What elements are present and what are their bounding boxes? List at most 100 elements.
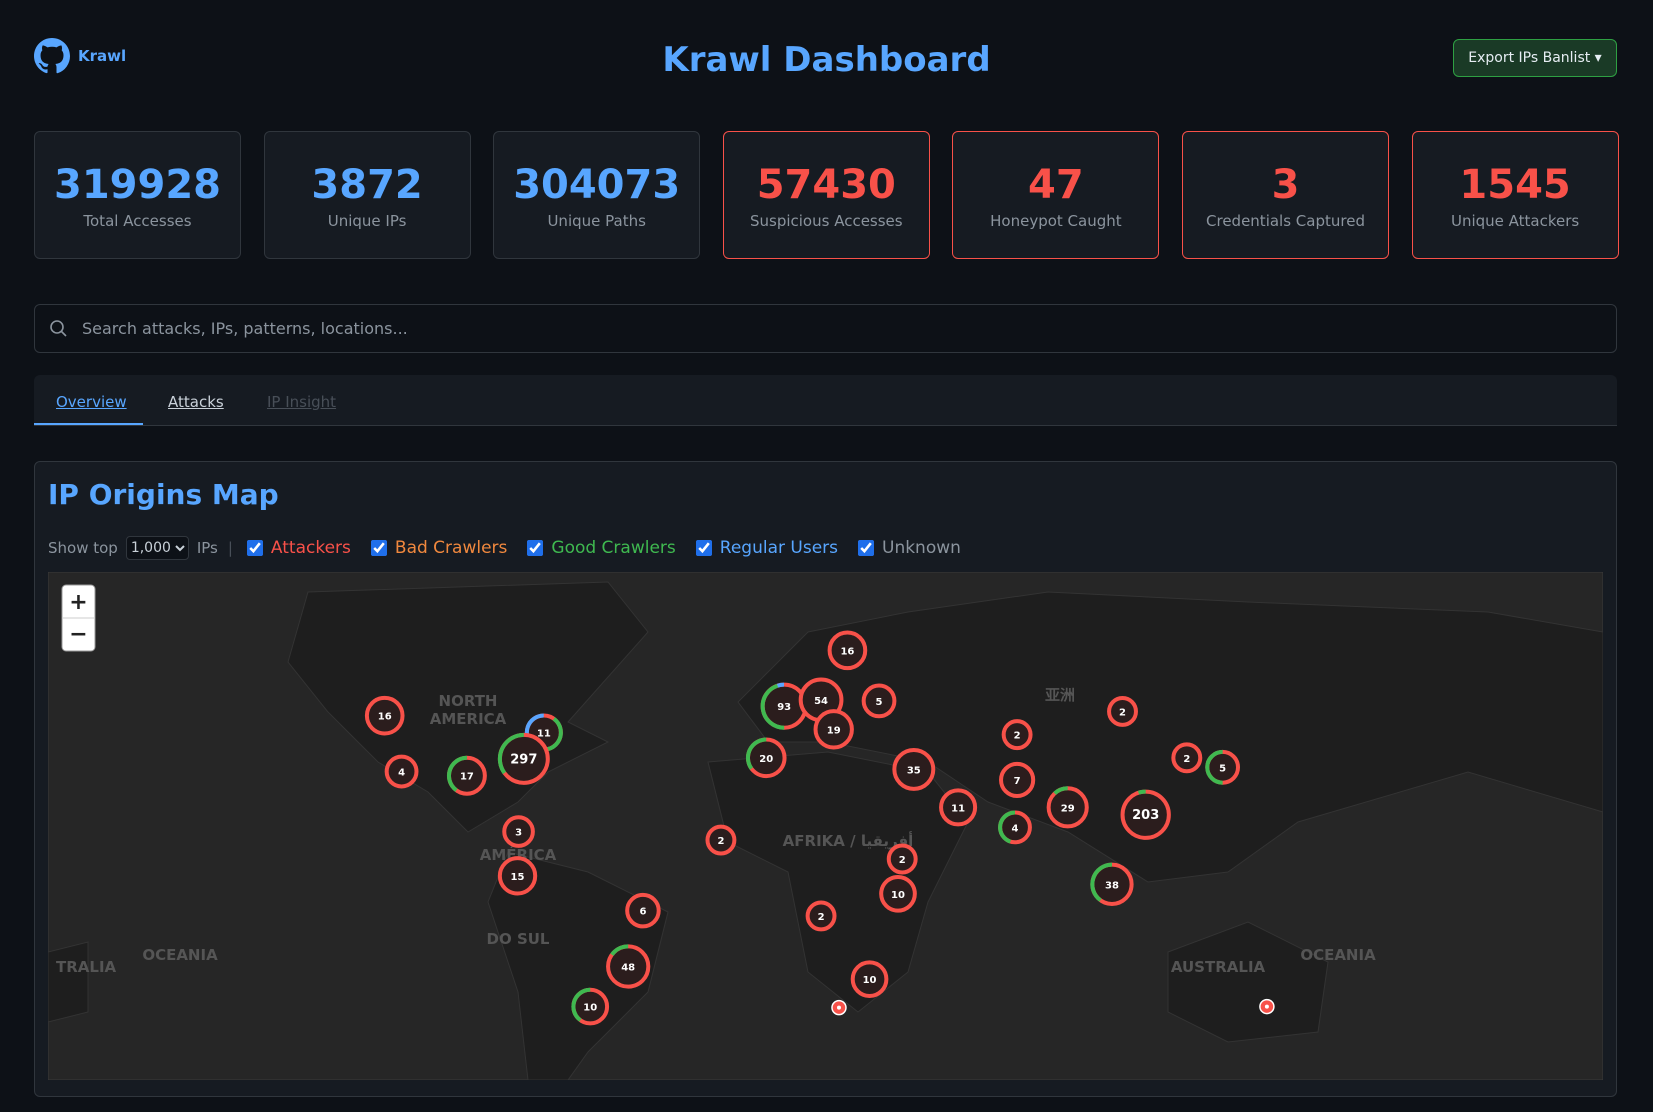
cluster-count: 15 xyxy=(511,872,525,883)
stat-value: 3 xyxy=(1271,162,1300,208)
cluster[interactable]: 3 xyxy=(502,815,535,848)
cluster-ring xyxy=(1001,719,1033,751)
stat-card: 319928 Total Accesses xyxy=(34,131,241,259)
filter[interactable]: Good Crawlers xyxy=(527,538,676,558)
cluster[interactable]: 93 xyxy=(760,682,808,730)
cluster[interactable]: 10 xyxy=(850,960,889,999)
north-america xyxy=(287,581,649,833)
cluster[interactable]: 38 xyxy=(1090,862,1134,906)
cluster-ring xyxy=(502,815,535,848)
cluster-count: 35 xyxy=(907,765,921,776)
cluster[interactable]: 10 xyxy=(879,874,917,913)
cluster-count: 2 xyxy=(1183,754,1190,765)
filter-checkbox[interactable] xyxy=(695,540,712,556)
cluster-count: 10 xyxy=(863,975,877,986)
filter[interactable]: Unknown xyxy=(858,538,961,558)
cluster-ring xyxy=(1171,742,1203,774)
cluster[interactable]: 6 xyxy=(625,892,661,929)
stat-card: 1545 Unique Attackers xyxy=(1411,131,1619,259)
tab[interactable]: Overview xyxy=(56,393,127,411)
map-title: IP Origins Map xyxy=(48,478,279,511)
cluster[interactable]: 48 xyxy=(606,944,651,989)
filter[interactable]: Attackers xyxy=(246,538,351,558)
repo-link[interactable]: Krawl xyxy=(34,38,126,74)
cluster[interactable]: 15 xyxy=(497,856,538,896)
cluster[interactable]: 35 xyxy=(892,747,936,791)
cluster[interactable]: 16 xyxy=(364,695,405,736)
search-box[interactable]: Search attacks, IPs, patterns, locations… xyxy=(34,304,1617,353)
stat-value: 47 xyxy=(1028,162,1084,208)
cluster[interactable]: 17 xyxy=(446,755,487,796)
cluster[interactable]: 2 xyxy=(1001,719,1033,751)
cluster[interactable]: 19 xyxy=(813,709,854,750)
separator: | xyxy=(227,539,233,557)
cluster-ring xyxy=(1107,695,1138,727)
cluster[interactable]: 203 xyxy=(1120,789,1171,840)
filter-checkbox[interactable] xyxy=(858,540,874,556)
zoom-out[interactable]: − xyxy=(69,622,87,647)
filter[interactable]: Regular Users xyxy=(695,538,838,558)
cluster[interactable]: 2 xyxy=(805,900,837,932)
south-america xyxy=(487,851,669,1080)
cluster[interactable]: 20 xyxy=(745,737,787,779)
cluster-count: 54 xyxy=(814,696,828,707)
export-button[interactable]: Export IPs Banlist ▾ xyxy=(1453,39,1617,77)
region-label: AFRIKA / أفريقيا xyxy=(783,831,914,850)
cluster[interactable]: 4 xyxy=(384,754,419,789)
ip-marker-dot xyxy=(1264,1004,1269,1009)
region-label: AMERICA xyxy=(430,710,507,728)
cluster[interactable]: 5 xyxy=(861,683,897,719)
cluster[interactable]: 297 xyxy=(497,732,550,785)
cluster-count: 2 xyxy=(1119,707,1126,718)
filter-checkbox[interactable] xyxy=(370,540,387,556)
cluster-ring-good xyxy=(760,683,785,730)
filter-checkbox[interactable] xyxy=(527,540,544,556)
cluster-ring xyxy=(861,683,897,719)
zoom-control: + − xyxy=(61,584,96,652)
cluster[interactable]: 2 xyxy=(1107,695,1138,727)
tab[interactable]: Attacks xyxy=(168,393,224,411)
cluster[interactable]: 2 xyxy=(886,843,918,875)
stat-card: 57430 Suspicious Accesses xyxy=(722,131,930,259)
stat-value: 57430 xyxy=(756,162,896,208)
cluster-count: 2 xyxy=(717,836,724,847)
cluster-count: 10 xyxy=(891,890,905,901)
search-placeholder: Search attacks, IPs, patterns, locations… xyxy=(82,319,408,338)
tab[interactable]: IP Insight xyxy=(267,393,337,411)
cluster-count: 11 xyxy=(951,803,965,814)
search-icon xyxy=(50,320,67,337)
cluster-count: 2 xyxy=(818,912,825,923)
cluster-count: 5 xyxy=(1219,763,1226,774)
cluster-ring xyxy=(805,900,837,932)
stat-label: Credentials Captured xyxy=(1206,212,1365,230)
cluster[interactable]: 16 xyxy=(827,630,868,671)
cluster[interactable]: 11 xyxy=(939,788,978,827)
top-select[interactable]: 1,000 xyxy=(125,536,189,560)
cluster-ring-good xyxy=(446,755,468,792)
australia-west xyxy=(48,941,89,1023)
cluster[interactable]: 5 xyxy=(1205,749,1241,785)
cluster-ring-good xyxy=(610,944,629,956)
zoom-in[interactable]: + xyxy=(69,590,87,615)
filter-label: Unknown xyxy=(882,538,961,558)
filter-checkbox[interactable] xyxy=(246,540,263,556)
cluster-ring-good xyxy=(1205,749,1223,785)
cluster[interactable]: 29 xyxy=(1046,786,1089,829)
cluster-count: 3 xyxy=(515,828,522,839)
github-icon xyxy=(34,38,70,74)
cluster[interactable]: 2 xyxy=(1171,742,1203,774)
cluster[interactable]: 7 xyxy=(999,761,1036,799)
show-top-label: Show top xyxy=(48,539,118,557)
cluster-ring xyxy=(999,761,1036,799)
cluster[interactable]: 2 xyxy=(705,824,737,856)
cluster-count: 2 xyxy=(899,855,906,866)
cluster[interactable]: 4 xyxy=(998,810,1032,845)
ips-label: IPs xyxy=(196,539,218,557)
filter[interactable]: Bad Crawlers xyxy=(370,538,507,558)
stat-value: 304073 xyxy=(513,162,681,208)
cluster-ring-good xyxy=(571,987,591,1022)
cluster[interactable]: 10 xyxy=(571,987,610,1026)
cluster-count: 16 xyxy=(840,646,854,657)
